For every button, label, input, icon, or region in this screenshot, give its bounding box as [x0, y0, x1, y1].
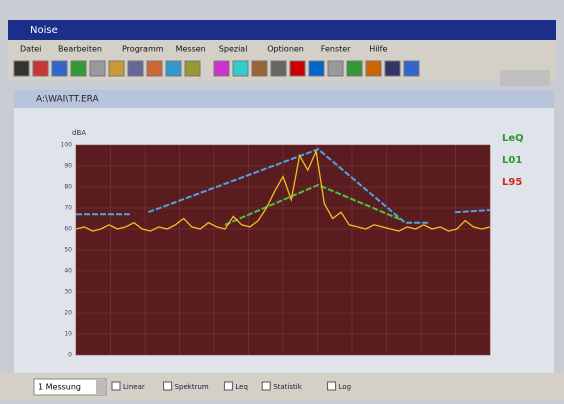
menu-bar — [8, 40, 556, 58]
checkbox-label[interactable]: Statistik — [273, 383, 303, 391]
window-title: Noise — [30, 25, 58, 36]
checkbox[interactable] — [327, 381, 337, 391]
tool-button[interactable] — [89, 60, 106, 77]
series-line — [76, 148, 491, 224]
y-axis-label: dBA — [72, 129, 86, 137]
tool-button[interactable] — [251, 60, 268, 77]
dropdown-text[interactable]: 1 Messung — [38, 383, 81, 392]
y-tick-label: 70 — [64, 205, 72, 212]
checkbox[interactable] — [111, 381, 121, 391]
checkbox-label[interactable]: Linear — [123, 383, 145, 391]
y-tick-label: 50 — [64, 247, 72, 254]
tool-button[interactable] — [365, 60, 382, 77]
checkbox[interactable] — [163, 381, 173, 391]
menu-item[interactable]: Fenster — [321, 45, 351, 54]
dropdown-button[interactable] — [96, 380, 106, 394]
menu-item[interactable]: Messen — [176, 45, 206, 54]
menu-item[interactable]: Spezial — [219, 45, 248, 54]
menu-item[interactable]: Hilfe — [369, 45, 387, 54]
legend-entry: L95 — [502, 177, 522, 188]
tool-button[interactable] — [146, 60, 163, 77]
legend-entry: L01 — [502, 155, 522, 166]
tool-button[interactable] — [184, 60, 201, 77]
tool-button[interactable] — [308, 60, 325, 77]
tool-button[interactable] — [346, 60, 363, 77]
y-tick-label: 40 — [64, 268, 72, 275]
tool-button[interactable] — [51, 60, 68, 77]
tool-button[interactable] — [108, 60, 125, 77]
tool-button[interactable] — [13, 60, 30, 77]
window-controls[interactable] — [500, 70, 550, 86]
legend-entry: LeQ — [502, 133, 524, 144]
tool-button[interactable] — [127, 60, 144, 77]
y-tick-label: 0 — [68, 352, 72, 359]
tool-button[interactable] — [270, 60, 287, 77]
y-tick-label: 80 — [64, 184, 72, 191]
checkbox-label[interactable]: Log — [339, 383, 352, 391]
checkbox-label[interactable]: Leq — [235, 383, 248, 391]
tool-button[interactable] — [232, 60, 249, 77]
tool-button[interactable] — [403, 60, 420, 77]
y-tick-label: 100 — [61, 142, 73, 149]
tool-button[interactable] — [289, 60, 306, 77]
tool-button[interactable] — [32, 60, 49, 77]
document-title: A:\WAI\TT.ERA — [36, 95, 100, 105]
tool-button[interactable] — [384, 60, 401, 77]
series-line — [224, 183, 404, 226]
menu-item[interactable]: Programm — [122, 45, 164, 54]
tool-button[interactable] — [327, 60, 344, 77]
y-tick-label: 30 — [64, 289, 72, 296]
menu-item[interactable]: Optionen — [267, 45, 304, 54]
checkbox-label[interactable]: Spektrum — [175, 383, 209, 391]
tool-button[interactable] — [213, 60, 230, 77]
y-tick-label: 10 — [64, 331, 72, 338]
document-title-bar — [14, 90, 554, 108]
y-tick-label: 60 — [64, 226, 72, 233]
y-tick-label: 20 — [64, 310, 72, 317]
tool-button[interactable] — [165, 60, 182, 77]
series-line — [75, 149, 491, 232]
menu-item[interactable]: Bearbeiten — [58, 45, 102, 54]
tool-button[interactable] — [70, 60, 87, 77]
title-bar — [8, 20, 556, 40]
checkbox[interactable] — [261, 381, 271, 391]
menu-item[interactable]: Datei — [20, 45, 41, 54]
checkbox[interactable] — [223, 381, 233, 391]
y-tick-label: 90 — [64, 163, 72, 170]
